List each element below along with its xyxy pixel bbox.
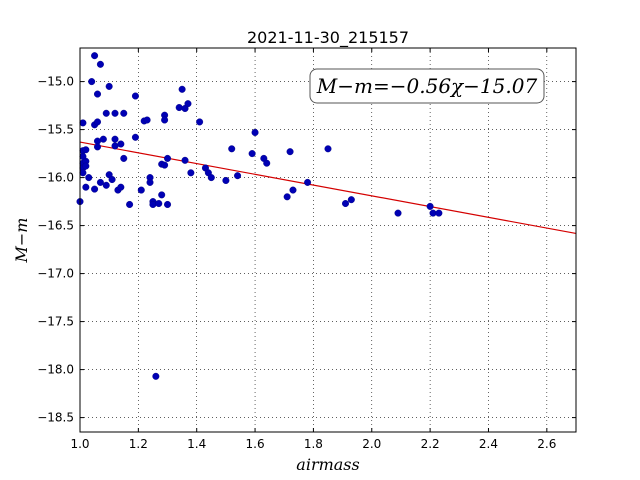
x-axis-label: airmass	[296, 455, 359, 474]
data-point	[347, 196, 355, 204]
data-point	[426, 202, 434, 210]
y-tick-label: −15.5	[37, 123, 74, 137]
x-tick-label: 1.0	[70, 437, 89, 451]
data-point	[91, 185, 99, 193]
axis-ticks: 1.0 1.2 1.4 1.6 1.8 2.0 2.2 2.4 2.6 −15.0 −15.5 −16…	[37, 48, 576, 451]
data-point	[155, 200, 163, 208]
data-point	[187, 169, 195, 177]
data-point	[178, 85, 186, 93]
y-tick-label: −16.0	[37, 171, 74, 185]
data-point	[102, 181, 110, 189]
data-point	[79, 119, 87, 127]
data-point	[82, 146, 90, 154]
y-tick-label: −16.5	[37, 219, 74, 233]
chart-title: 2021-11-30_215157	[247, 28, 409, 48]
data-point	[435, 209, 443, 217]
x-tick-label: 2.6	[537, 437, 556, 451]
data-point	[181, 156, 189, 164]
data-point	[164, 200, 172, 208]
data-point	[117, 140, 125, 148]
data-point	[126, 200, 134, 208]
y-tick-label: −18.0	[37, 363, 74, 377]
grid-lines	[79, 48, 576, 432]
data-point	[248, 150, 256, 158]
data-point	[120, 109, 128, 117]
x-tick-label: 2.4	[479, 437, 498, 451]
y-tick-label: −17.0	[37, 267, 74, 281]
x-tick-label: 1.8	[304, 437, 323, 451]
data-point	[96, 60, 104, 68]
equation-annotation: M−m=−0.56χ−15.07	[309, 68, 545, 104]
data-point	[342, 200, 350, 208]
data-point	[149, 200, 157, 208]
data-point	[251, 128, 259, 136]
fit-line	[79, 141, 577, 235]
data-point	[82, 162, 90, 170]
y-tick-label: −17.5	[37, 315, 74, 329]
data-point	[289, 186, 297, 194]
y-tick-label: −18.5	[37, 411, 74, 425]
y-axis-label: M−m	[12, 218, 31, 264]
data-point	[94, 90, 102, 98]
data-point	[161, 116, 169, 124]
data-point	[429, 209, 437, 217]
data-point	[94, 143, 102, 151]
data-point	[184, 100, 192, 108]
data-point	[108, 176, 116, 184]
data-point	[105, 82, 113, 90]
data-point	[137, 186, 145, 194]
data-point	[158, 191, 166, 199]
x-tick-label: 1.2	[129, 437, 148, 451]
data-point	[111, 142, 119, 150]
data-point	[146, 178, 154, 186]
data-point	[111, 135, 119, 143]
data-point	[164, 154, 172, 162]
data-point	[175, 104, 183, 112]
x-tick-label: 1.6	[246, 437, 265, 451]
x-tick-label: 1.4	[187, 437, 206, 451]
data-point	[283, 193, 291, 201]
data-point	[96, 178, 104, 186]
data-point	[111, 109, 119, 117]
data-point	[143, 116, 151, 124]
data-point	[222, 176, 230, 184]
data-point	[82, 183, 90, 191]
data-point	[152, 372, 160, 380]
annotation-box	[309, 68, 545, 104]
data-point	[94, 118, 102, 126]
plot-frame	[79, 47, 577, 433]
data-point	[228, 145, 236, 153]
data-point	[102, 109, 110, 117]
data-point	[196, 118, 204, 126]
data-point	[88, 78, 96, 86]
data-point	[99, 135, 107, 143]
fit-line-group	[79, 141, 577, 235]
data-point	[207, 174, 215, 182]
data-point	[286, 148, 294, 156]
data-point	[161, 161, 169, 169]
data-point	[117, 183, 125, 191]
data-point	[79, 169, 87, 177]
data-point	[263, 159, 271, 167]
annotation-text: M−m=−0.56χ−15.07	[316, 74, 538, 98]
x-tick-label: 2.0	[362, 437, 381, 451]
data-points	[76, 52, 443, 380]
data-point	[85, 174, 93, 182]
data-point	[131, 92, 139, 100]
data-point	[324, 145, 332, 153]
data-point	[131, 133, 139, 141]
data-point	[234, 172, 242, 180]
data-point	[91, 52, 99, 60]
x-tick-label: 2.2	[421, 437, 440, 451]
data-point	[304, 178, 312, 186]
data-point	[120, 154, 128, 162]
y-tick-label: −15.0	[37, 75, 74, 89]
data-point	[394, 209, 402, 217]
